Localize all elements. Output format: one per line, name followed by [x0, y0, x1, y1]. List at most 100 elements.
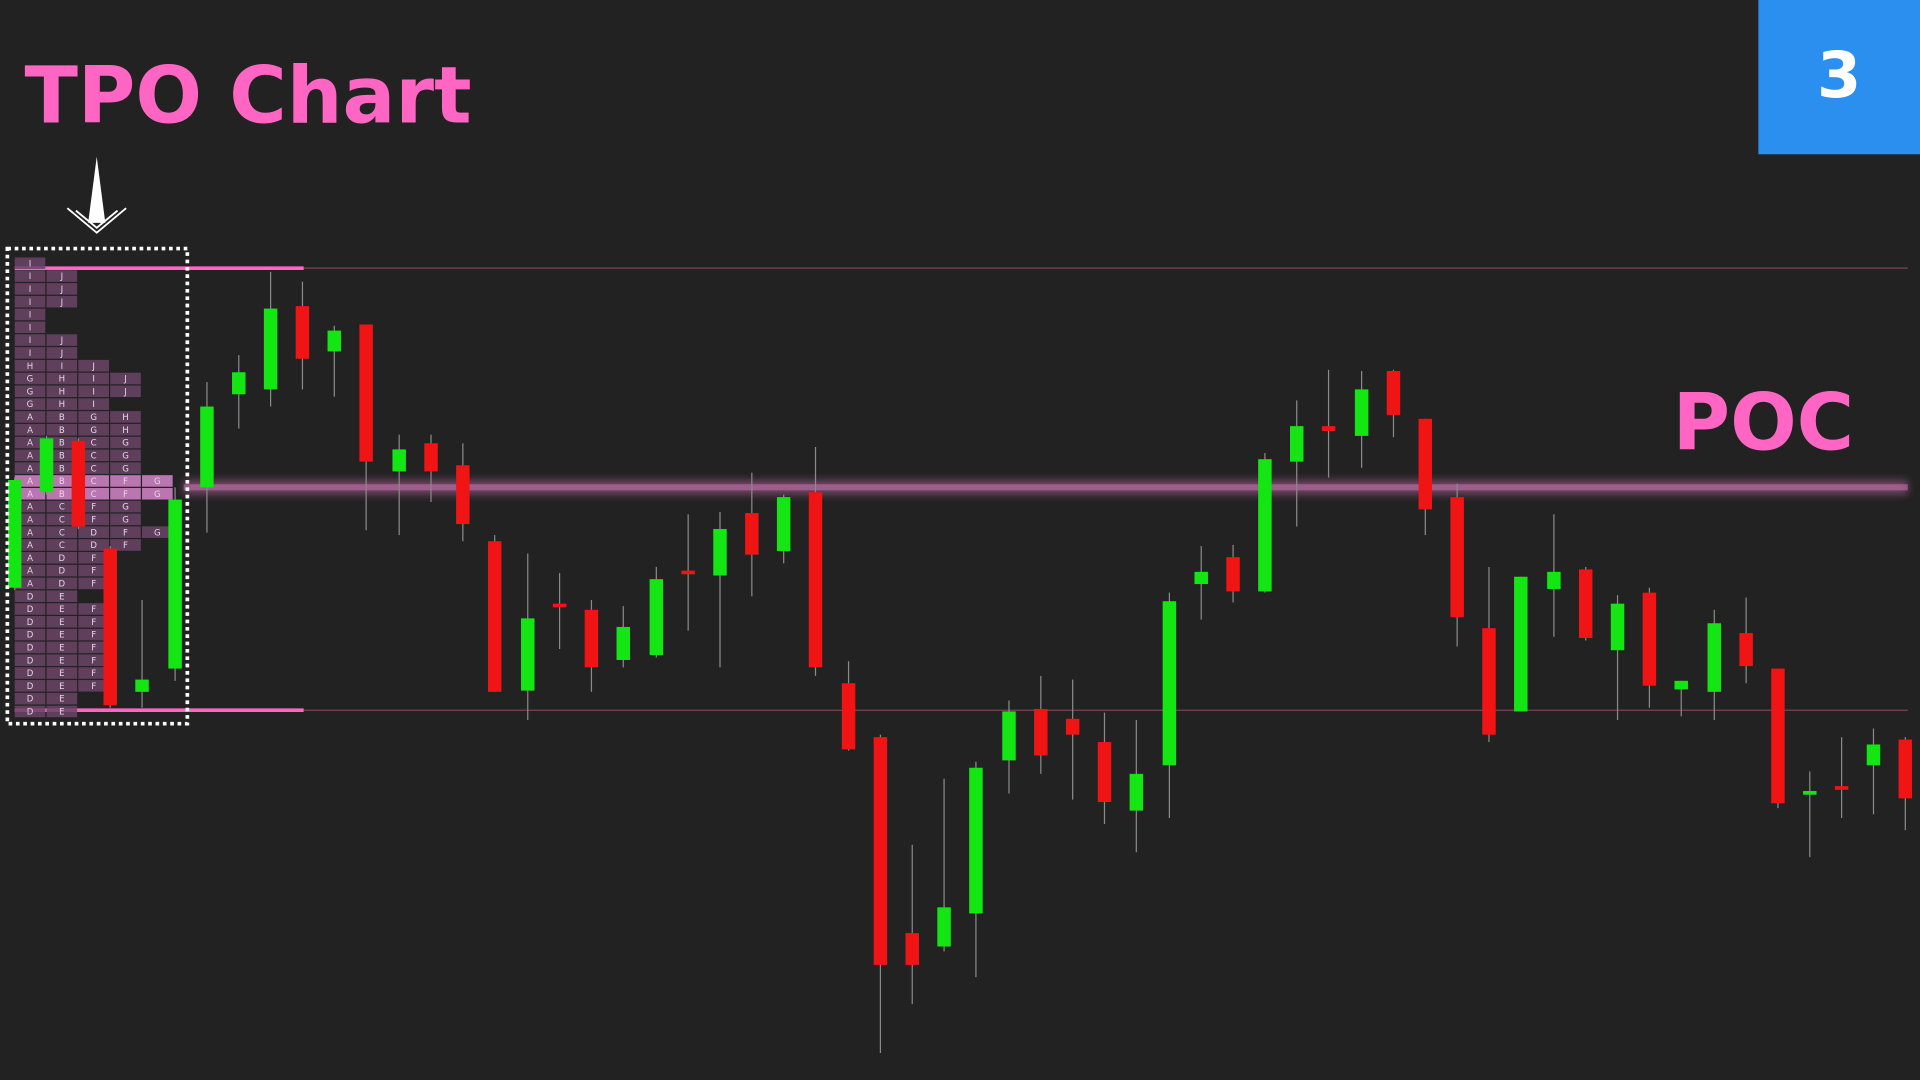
tpo-letter: D — [27, 656, 34, 666]
tpo-letter: D — [27, 618, 34, 628]
tpo-letter: E — [59, 682, 64, 692]
tpo-letter: C — [91, 451, 97, 461]
tpo-cell — [110, 372, 141, 385]
candle-body — [1258, 459, 1272, 592]
tpo-cell — [110, 500, 141, 513]
tpo-cell — [46, 564, 78, 577]
tpo-cell — [78, 462, 109, 474]
tpo-letter: H — [122, 413, 128, 423]
tpo-cell — [110, 411, 141, 423]
tpo-cell — [46, 449, 78, 462]
tpo-letter: G — [90, 413, 97, 423]
tpo-cell — [78, 526, 109, 538]
tpo-letter: G — [122, 515, 129, 525]
tpo-cell — [110, 539, 141, 551]
candle-body — [1898, 739, 1913, 799]
tpo-cell — [78, 667, 109, 679]
candle-body — [841, 683, 856, 750]
candle-body — [681, 570, 695, 575]
candle-body — [1771, 668, 1785, 804]
badge — [1758, 0, 1920, 155]
tpo-cell — [78, 385, 109, 398]
tpo-cell — [14, 577, 46, 590]
candle-body — [103, 548, 117, 706]
tpo-letter: F — [123, 528, 128, 538]
candle-body — [1226, 557, 1240, 592]
tpo-letter: A — [27, 579, 33, 589]
tpo-cell — [14, 692, 46, 705]
tpo-cell — [110, 475, 141, 487]
tpo-cell — [46, 475, 78, 487]
tpo-letter: B — [59, 413, 65, 423]
title: TPO Chart — [24, 50, 471, 141]
tpo-cell — [78, 449, 109, 462]
tpo-cell — [78, 603, 109, 615]
tpo-letter: I — [61, 362, 64, 372]
arrow — [66, 156, 127, 234]
tpo-cell — [142, 475, 173, 487]
tpo-cell — [142, 487, 173, 500]
candle-body — [71, 440, 86, 527]
tpo-letter: F — [91, 579, 96, 589]
tpo-letter: F — [91, 669, 96, 679]
tpo-letter: H — [59, 375, 65, 385]
tpo-cell — [110, 449, 141, 462]
tpo-letter: E — [59, 708, 64, 718]
candle-body — [649, 579, 664, 656]
tpo-letter: J — [60, 298, 64, 308]
tpo-letter: H — [27, 362, 33, 372]
tpo-letter: A — [27, 554, 33, 564]
tpo-letter: I — [29, 311, 32, 321]
candle-body — [424, 443, 438, 472]
tpo-letter: F — [123, 490, 128, 500]
tpo-letter: I — [29, 336, 32, 346]
tpo-cell — [46, 526, 78, 538]
tpo-cell — [14, 705, 46, 718]
tpo-letter: A — [27, 490, 33, 500]
tpo-cell — [14, 347, 46, 359]
tpo-cell — [46, 385, 78, 398]
candle-body — [1707, 623, 1722, 692]
tpo-letter: I — [92, 387, 95, 397]
tpo-letter: D — [27, 631, 34, 641]
tpo-letter: E — [59, 592, 64, 602]
tpo-letter: A — [27, 439, 33, 449]
tpo-letter: D — [27, 644, 34, 654]
tpo-cell — [14, 526, 46, 538]
tpo-cell — [14, 680, 46, 692]
tpo-letter: F — [91, 618, 96, 628]
candle-body — [552, 603, 567, 608]
candle-body — [1450, 497, 1464, 618]
tpo-cell — [78, 500, 109, 513]
tpo-letter: D — [59, 554, 66, 564]
tpo-letter: H — [122, 426, 128, 436]
tpo-cell — [46, 590, 78, 602]
tpo-cell — [110, 526, 141, 538]
tpo-letter: C — [59, 541, 65, 551]
tpo-cell — [14, 270, 46, 282]
tpo-letter: I — [92, 400, 95, 410]
tpo-letter: I — [29, 298, 32, 308]
tpo-letter: A — [27, 503, 33, 513]
poc-label: POC — [1673, 377, 1855, 468]
tpo-cell — [46, 513, 78, 526]
candle-body — [521, 618, 535, 691]
tpo-cell — [14, 423, 46, 436]
tpo-letter: G — [27, 387, 34, 397]
tpo-cell — [78, 628, 109, 641]
tpo-letter: C — [91, 490, 97, 500]
tpo-letter: E — [59, 644, 64, 654]
tpo-cell — [14, 654, 46, 666]
tpo-letter: J — [91, 362, 95, 372]
tpo-cell — [78, 372, 109, 385]
tpo-letter: I — [29, 323, 32, 333]
candle-body — [1866, 744, 1881, 766]
candle-body — [1290, 426, 1304, 462]
tpo-letter: F — [123, 541, 128, 551]
tpo-cell — [78, 475, 109, 487]
tpo-letter: E — [59, 656, 64, 666]
tpo-cell — [46, 500, 78, 513]
tpo-cell — [46, 334, 78, 346]
